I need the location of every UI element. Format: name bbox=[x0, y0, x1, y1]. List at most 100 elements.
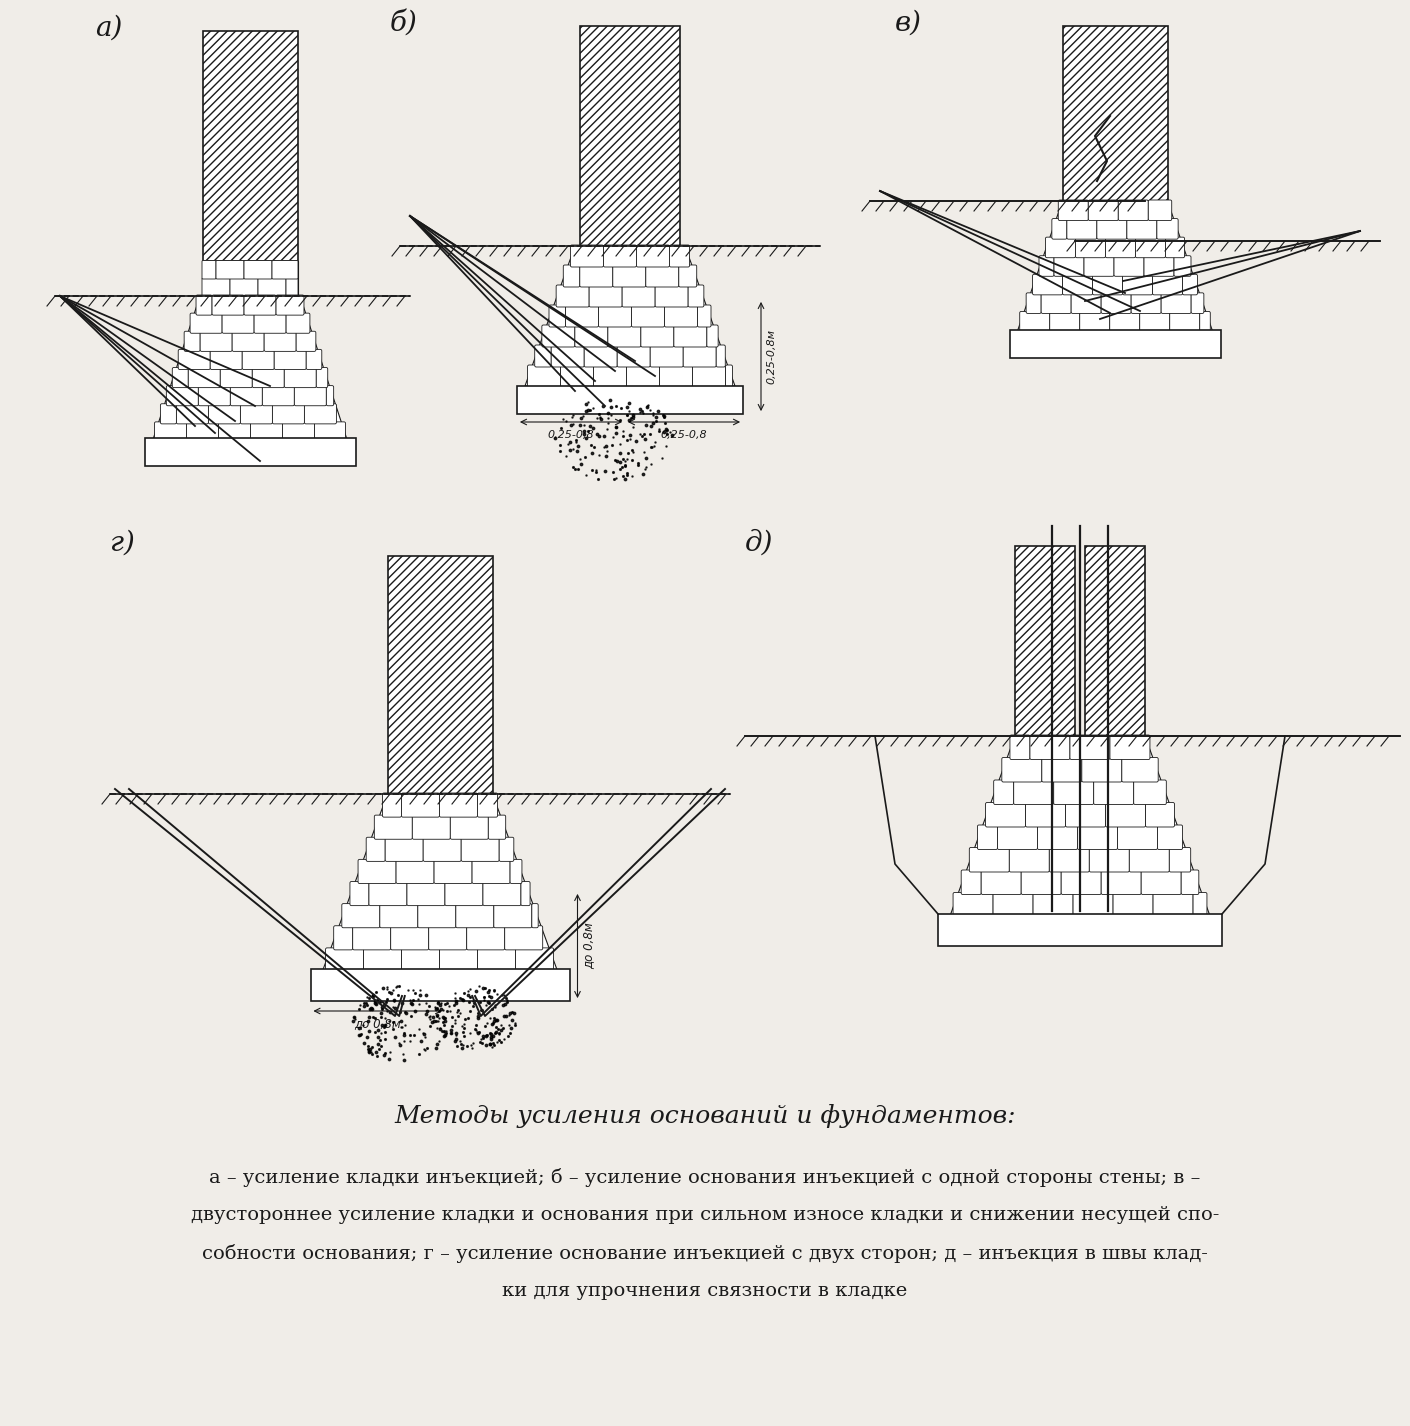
FancyBboxPatch shape bbox=[1156, 218, 1179, 240]
FancyBboxPatch shape bbox=[516, 948, 554, 973]
Text: до 0,8м: до 0,8м bbox=[354, 1017, 400, 1030]
FancyBboxPatch shape bbox=[674, 325, 706, 347]
Text: 0,25-0,8м: 0,25-0,8м bbox=[766, 329, 776, 384]
FancyBboxPatch shape bbox=[1158, 826, 1183, 850]
FancyBboxPatch shape bbox=[178, 349, 210, 369]
Text: Методы усиления оснований и фундаментов:: Методы усиления оснований и фундаментов: bbox=[395, 1104, 1015, 1128]
FancyBboxPatch shape bbox=[440, 948, 478, 973]
Text: до 0,8м: до 0,8м bbox=[582, 923, 595, 970]
FancyBboxPatch shape bbox=[1122, 274, 1152, 295]
FancyBboxPatch shape bbox=[1076, 237, 1105, 258]
Polygon shape bbox=[323, 794, 557, 971]
FancyBboxPatch shape bbox=[505, 925, 543, 950]
FancyBboxPatch shape bbox=[212, 295, 244, 315]
FancyBboxPatch shape bbox=[230, 385, 262, 406]
FancyBboxPatch shape bbox=[407, 881, 446, 906]
FancyBboxPatch shape bbox=[1049, 311, 1080, 332]
FancyBboxPatch shape bbox=[1003, 757, 1042, 781]
FancyBboxPatch shape bbox=[276, 295, 305, 315]
FancyBboxPatch shape bbox=[1162, 292, 1191, 314]
FancyBboxPatch shape bbox=[252, 368, 285, 388]
FancyBboxPatch shape bbox=[369, 881, 407, 906]
FancyBboxPatch shape bbox=[603, 245, 636, 267]
FancyBboxPatch shape bbox=[499, 837, 513, 861]
FancyBboxPatch shape bbox=[244, 295, 276, 315]
FancyBboxPatch shape bbox=[1105, 237, 1135, 258]
FancyBboxPatch shape bbox=[986, 803, 1025, 827]
FancyBboxPatch shape bbox=[1183, 274, 1197, 295]
FancyBboxPatch shape bbox=[1191, 292, 1204, 314]
FancyBboxPatch shape bbox=[477, 793, 494, 797]
FancyBboxPatch shape bbox=[688, 285, 704, 307]
Bar bbox=[388, 556, 492, 796]
FancyBboxPatch shape bbox=[650, 345, 684, 366]
FancyBboxPatch shape bbox=[608, 325, 642, 347]
Bar bbox=[580, 26, 680, 247]
FancyBboxPatch shape bbox=[969, 847, 1010, 873]
FancyBboxPatch shape bbox=[684, 345, 716, 366]
FancyBboxPatch shape bbox=[636, 245, 670, 267]
FancyBboxPatch shape bbox=[1145, 803, 1175, 827]
FancyBboxPatch shape bbox=[262, 385, 295, 406]
FancyBboxPatch shape bbox=[243, 349, 274, 369]
FancyBboxPatch shape bbox=[417, 904, 455, 928]
FancyBboxPatch shape bbox=[219, 422, 251, 442]
Bar bbox=[203, 261, 298, 297]
FancyBboxPatch shape bbox=[478, 948, 516, 973]
FancyBboxPatch shape bbox=[1110, 311, 1139, 332]
FancyBboxPatch shape bbox=[334, 925, 352, 950]
FancyBboxPatch shape bbox=[358, 860, 396, 884]
FancyBboxPatch shape bbox=[251, 422, 282, 442]
Bar bbox=[517, 386, 743, 414]
FancyBboxPatch shape bbox=[264, 331, 296, 351]
FancyBboxPatch shape bbox=[196, 295, 211, 315]
FancyBboxPatch shape bbox=[565, 305, 598, 327]
FancyBboxPatch shape bbox=[286, 314, 310, 334]
FancyBboxPatch shape bbox=[1010, 847, 1049, 873]
Bar bbox=[1086, 546, 1145, 736]
FancyBboxPatch shape bbox=[1045, 237, 1076, 258]
FancyBboxPatch shape bbox=[541, 325, 575, 347]
Text: собности основания; г – усиление основание инъекцией с двух сторон; д – инъекция: собности основания; г – усиление основан… bbox=[202, 1243, 1208, 1263]
FancyBboxPatch shape bbox=[220, 368, 252, 388]
FancyBboxPatch shape bbox=[1200, 311, 1210, 332]
FancyBboxPatch shape bbox=[1193, 893, 1207, 917]
FancyBboxPatch shape bbox=[1081, 757, 1122, 781]
FancyBboxPatch shape bbox=[1135, 237, 1166, 258]
FancyBboxPatch shape bbox=[350, 881, 369, 906]
FancyBboxPatch shape bbox=[580, 265, 613, 287]
FancyBboxPatch shape bbox=[172, 368, 189, 388]
FancyBboxPatch shape bbox=[548, 305, 565, 327]
FancyBboxPatch shape bbox=[678, 265, 697, 287]
FancyBboxPatch shape bbox=[402, 948, 440, 973]
FancyBboxPatch shape bbox=[385, 837, 423, 861]
Polygon shape bbox=[1018, 201, 1213, 331]
FancyBboxPatch shape bbox=[556, 285, 589, 307]
FancyBboxPatch shape bbox=[161, 404, 176, 424]
FancyBboxPatch shape bbox=[1118, 200, 1148, 221]
FancyBboxPatch shape bbox=[200, 331, 233, 351]
FancyBboxPatch shape bbox=[656, 285, 688, 307]
FancyBboxPatch shape bbox=[484, 881, 520, 906]
FancyBboxPatch shape bbox=[272, 261, 298, 279]
FancyBboxPatch shape bbox=[1063, 274, 1093, 295]
FancyBboxPatch shape bbox=[1114, 255, 1144, 277]
Bar bbox=[1010, 329, 1221, 358]
FancyBboxPatch shape bbox=[1094, 780, 1134, 804]
FancyBboxPatch shape bbox=[1049, 847, 1090, 873]
FancyBboxPatch shape bbox=[1097, 218, 1127, 240]
Text: двустороннее усиление кладки и основания при сильном износе кладки и снижении не: двустороннее усиление кладки и основания… bbox=[190, 1206, 1220, 1224]
FancyBboxPatch shape bbox=[241, 404, 272, 424]
FancyBboxPatch shape bbox=[1141, 870, 1182, 894]
FancyBboxPatch shape bbox=[199, 385, 230, 406]
FancyBboxPatch shape bbox=[209, 404, 241, 424]
Text: а – усиление кладки инъекцией; б – усиление основания инъекцией с одной стороны : а – усиление кладки инъекцией; б – усиле… bbox=[209, 1168, 1201, 1186]
FancyBboxPatch shape bbox=[155, 422, 186, 442]
FancyBboxPatch shape bbox=[1019, 311, 1049, 332]
FancyBboxPatch shape bbox=[1118, 826, 1158, 850]
FancyBboxPatch shape bbox=[510, 860, 522, 884]
Text: г): г) bbox=[110, 530, 135, 558]
FancyBboxPatch shape bbox=[994, 780, 1014, 804]
FancyBboxPatch shape bbox=[527, 365, 561, 386]
FancyBboxPatch shape bbox=[1122, 757, 1158, 781]
